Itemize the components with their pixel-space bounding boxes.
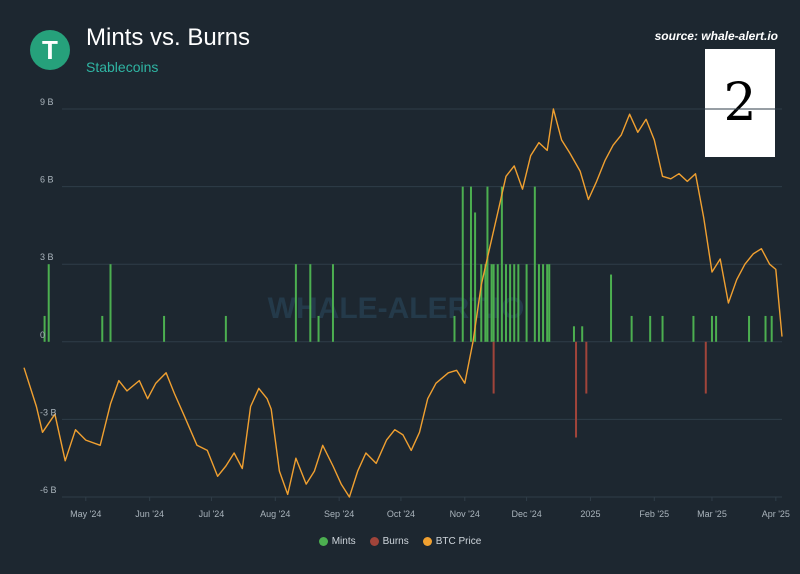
burns-dot-icon <box>369 537 379 546</box>
mints-bar-26 <box>533 186 536 342</box>
mints-bar-22 <box>509 264 512 342</box>
mints-bar-32 <box>581 326 584 342</box>
x-tick-label-4: Sep '24 <box>324 509 354 519</box>
number-badge: 2 <box>705 49 775 157</box>
mints-bar-13 <box>474 212 477 342</box>
mints-bar-0 <box>43 315 46 342</box>
mints-bar-15 <box>484 264 487 342</box>
mints-bar-20 <box>500 186 503 342</box>
x-tick-label-10: Mar '25 <box>697 509 727 519</box>
mints-bar-3 <box>109 264 112 342</box>
legend-label-mints: Mints <box>331 536 356 547</box>
mints-dot-icon <box>318 537 328 546</box>
y-tick-label-1: 6 B <box>40 175 54 185</box>
mints-bar-30 <box>548 264 551 342</box>
mints-bar-11 <box>461 186 464 342</box>
chart-subtitle[interactable]: Stablecoins <box>86 59 159 75</box>
x-tick-label-7: Dec '24 <box>511 509 541 519</box>
mints-bar-7 <box>309 264 312 342</box>
tether-logo-icon: T <box>30 30 70 70</box>
mints-bar-40 <box>748 315 751 342</box>
mints-bar-41 <box>764 315 767 342</box>
legend-item-btc-price[interactable]: BTC Price <box>422 536 482 547</box>
bar-series <box>43 186 773 438</box>
mints-bar-12 <box>469 186 472 342</box>
legend-label-burns: Burns <box>382 536 409 547</box>
x-axis: May '24 Jun '24 Jul '24 Aug '24 Sep '24 Oct '… <box>70 509 790 519</box>
mints-bar-1 <box>47 264 50 342</box>
mints-bar-38 <box>710 315 713 342</box>
burns-bar-2 <box>585 341 588 394</box>
mints-bar-39 <box>715 315 718 342</box>
x-tick-label-2: Jul '24 <box>199 509 225 519</box>
btc-price-dot-icon <box>422 537 432 546</box>
mints-bar-28 <box>542 264 545 342</box>
legend: Mints Burns BTC Price <box>0 536 800 547</box>
burns-bar-0 <box>492 341 495 394</box>
mints-bar-23 <box>513 264 516 342</box>
x-tick-label-5: Oct '24 <box>387 509 415 519</box>
x-tick-label-11: Apr '25 <box>762 509 790 519</box>
burns-bar-3 <box>704 341 707 394</box>
mints-bar-25 <box>525 264 528 342</box>
mints-bar-36 <box>661 315 664 342</box>
y-tick-label-3: 0 <box>40 330 45 340</box>
mints-bar-21 <box>504 264 507 342</box>
y-tick-label-2: 3 B <box>40 252 54 262</box>
mints-bar-14 <box>480 264 483 342</box>
mints-bar-37 <box>692 315 695 342</box>
burns-bar-1 <box>575 341 578 438</box>
legend-item-mints[interactable]: Mints <box>318 536 356 547</box>
legend-item-burns[interactable]: Burns <box>369 536 409 547</box>
btc-price-line <box>23 108 783 498</box>
mints-bar-10 <box>453 315 456 342</box>
x-tick-label-9: Feb '25 <box>639 509 669 519</box>
mints-bar-34 <box>630 315 633 342</box>
mints-bar-33 <box>610 274 613 342</box>
y-tick-label-4: -3 B <box>40 407 57 417</box>
x-tick-label-0: May '24 <box>70 509 101 519</box>
chart-title: Mints vs. Burns <box>86 24 251 51</box>
x-tick-label-3: Aug '24 <box>260 509 290 519</box>
mints-bar-8 <box>317 315 320 342</box>
x-tick-label-8: 2025 <box>580 509 600 519</box>
mints-bar-17 <box>490 264 493 342</box>
mints-bar-2 <box>101 315 104 342</box>
mints-bar-19 <box>496 264 499 342</box>
x-tick-label-1: Jun '24 <box>135 509 164 519</box>
source-label: source: whale-alert.io <box>654 29 778 43</box>
mints-bar-18 <box>492 264 495 342</box>
btc-price-line-group <box>23 108 783 498</box>
mints-bar-9 <box>331 264 334 342</box>
x-tick-label-6: Nov '24 <box>450 509 480 519</box>
mints-bar-29 <box>546 264 549 342</box>
mints-bar-35 <box>649 315 652 342</box>
legend-label-btc-price: BTC Price <box>435 536 482 547</box>
y-tick-label-0: 9 B <box>40 97 54 107</box>
mints-bar-5 <box>224 315 227 342</box>
mints-bar-6 <box>294 264 297 342</box>
mints-bar-24 <box>517 264 520 342</box>
mints-bar-4 <box>163 315 166 342</box>
mints-bar-27 <box>537 264 540 342</box>
mints-bar-42 <box>770 315 773 342</box>
mints-bar-31 <box>572 326 575 342</box>
y-axis: 9 B 6 B 3 B 0 -3 B -6 B <box>40 97 57 495</box>
y-tick-label-5: -6 B <box>40 485 57 495</box>
mints-bar-16 <box>486 186 489 342</box>
